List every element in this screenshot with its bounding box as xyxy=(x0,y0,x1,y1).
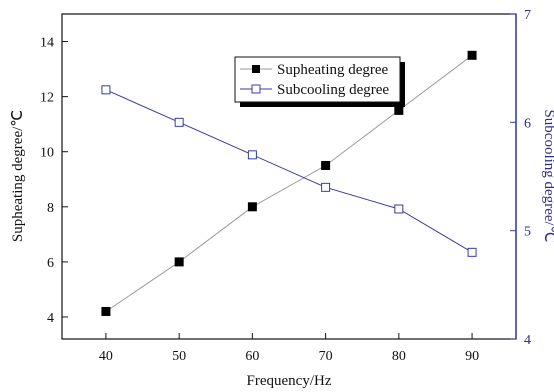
supheating-data-point xyxy=(322,161,330,169)
left-y-tick-label: 6 xyxy=(47,256,54,271)
left-y-tick-label: 4 xyxy=(47,311,54,326)
legend-label-supheating: Supheating degree xyxy=(277,62,389,78)
legend-marker-supheating xyxy=(252,65,260,73)
legend: Supheating degree Subcooling degree xyxy=(235,57,405,107)
left-y-axis-ticks: 4 6 8 10 12 14 xyxy=(40,36,68,326)
right-y-axis-title: Subcooling degree/℃ xyxy=(541,109,554,242)
right-y-tick-label: 7 xyxy=(524,8,531,23)
x-tick-label: 60 xyxy=(245,349,259,364)
x-tick-label: 50 xyxy=(172,349,186,364)
legend-label-subcooling: Subcooling degree xyxy=(277,82,389,98)
x-tick-label: 90 xyxy=(465,349,479,364)
supheating-data-point xyxy=(248,203,256,211)
legend-marker-subcooling xyxy=(252,85,260,93)
subcooling-data-point xyxy=(102,86,110,94)
left-y-tick-label: 10 xyxy=(40,146,54,161)
subcooling-data-point xyxy=(395,205,403,213)
x-tick-label: 70 xyxy=(319,349,333,364)
x-axis-title: Frequency/Hz xyxy=(247,373,332,389)
left-y-tick-label: 12 xyxy=(40,91,54,106)
right-y-axis-ticks: 4 5 6 7 xyxy=(510,8,531,348)
series-line-subcooling xyxy=(106,90,472,253)
subcooling-data-point xyxy=(322,183,330,191)
right-y-tick-label: 6 xyxy=(524,116,531,131)
left-y-tick-label: 8 xyxy=(47,201,54,216)
right-y-tick-label: 4 xyxy=(524,333,531,348)
supheating-data-point xyxy=(395,106,403,114)
x-axis-ticks: 40 50 60 70 80 90 xyxy=(99,333,479,364)
x-tick-label: 80 xyxy=(392,349,406,364)
left-y-tick-label: 14 xyxy=(40,36,54,51)
supheating-data-point xyxy=(102,307,110,315)
supheating-data-point xyxy=(175,258,183,266)
subcooling-data-point xyxy=(468,248,476,256)
right-y-tick-label: 5 xyxy=(524,225,531,240)
subcooling-data-point xyxy=(175,118,183,126)
x-tick-label: 40 xyxy=(99,349,113,364)
supheating-data-point xyxy=(468,51,476,59)
subcooling-data-point xyxy=(248,151,256,159)
left-y-axis-title: Supheating degree/℃ xyxy=(10,110,26,242)
